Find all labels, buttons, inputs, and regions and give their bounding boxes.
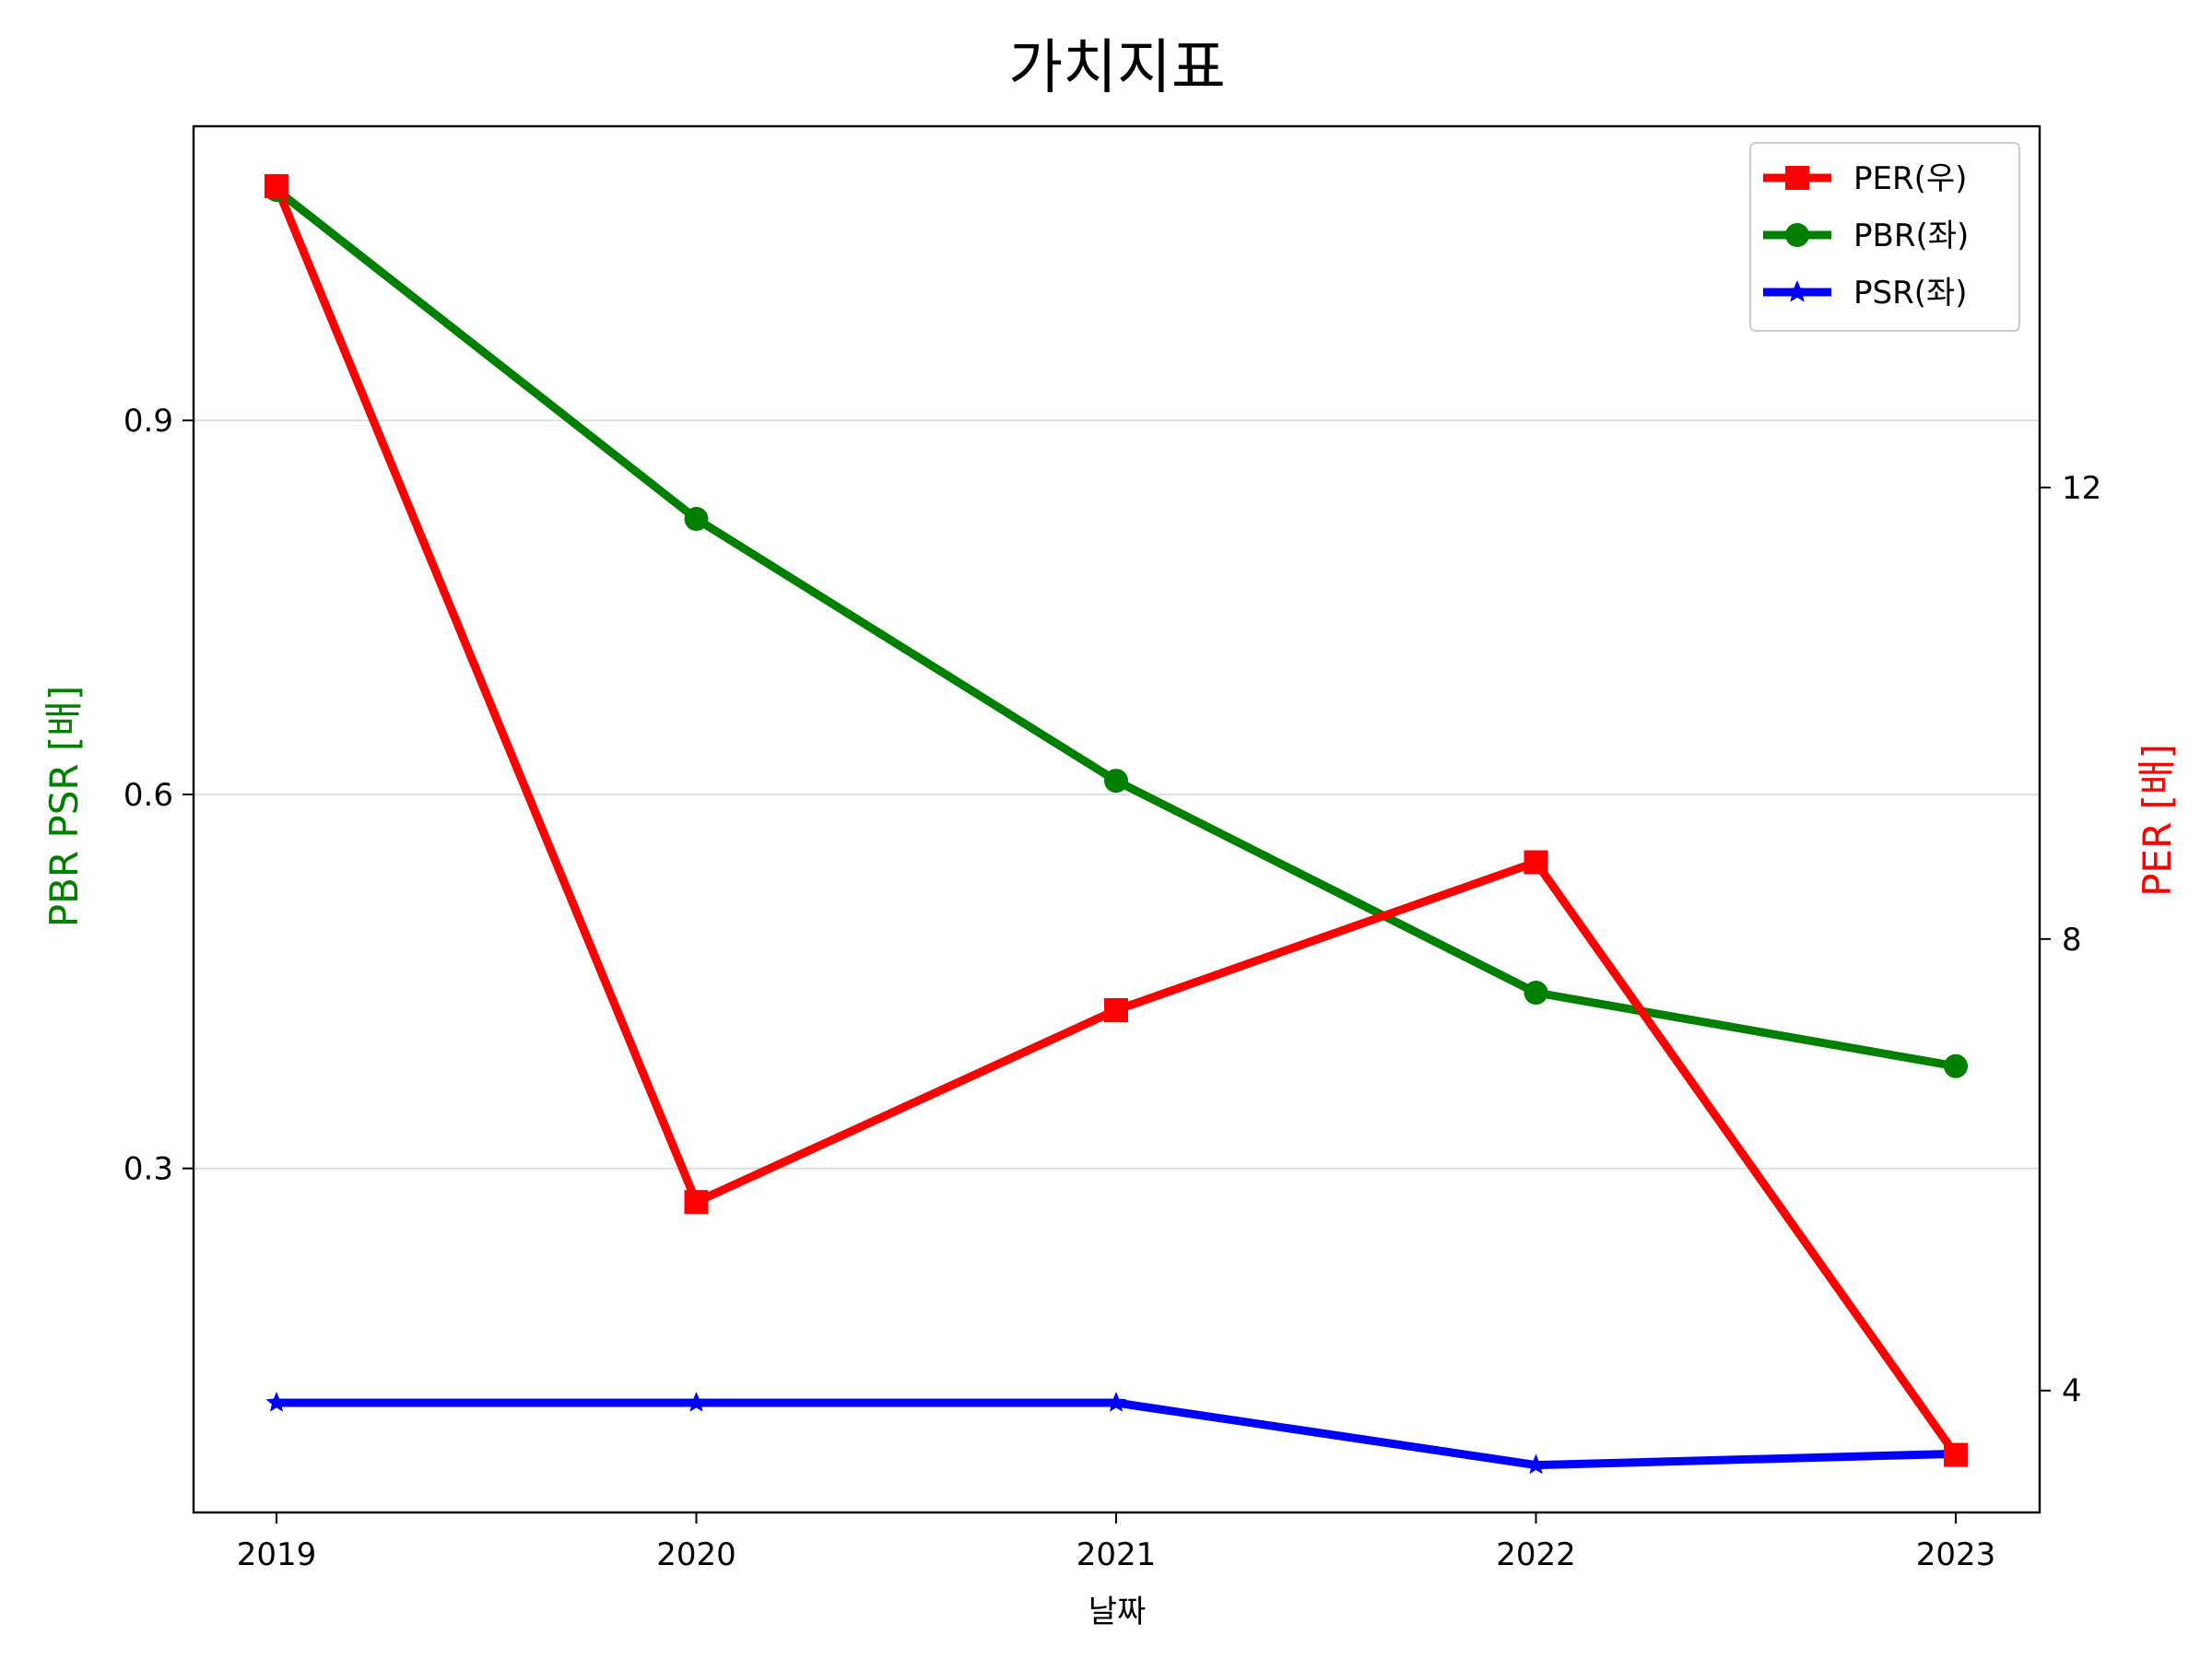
data-point — [265, 173, 288, 198]
x-tick-label: 2022 — [1496, 1536, 1576, 1573]
x-axis: 2019 2020 2021 2022 2023 — [237, 1512, 1996, 1573]
data-point — [1104, 769, 1128, 794]
legend-marker — [1785, 166, 1809, 190]
data-point — [684, 507, 709, 532]
series-line — [272, 185, 1960, 1071]
x-tick-label: 2023 — [1916, 1536, 1996, 1573]
y-right-tick-label: 4 — [2062, 1373, 2082, 1410]
y-right-tick-label: 12 — [2062, 470, 2101, 507]
legend-box — [1749, 142, 2020, 332]
x-tick-label: 2019 — [237, 1536, 317, 1573]
y-left-tick-label: 0.3 — [124, 1151, 173, 1188]
data-point — [1944, 1442, 1968, 1467]
legend-label: PSR(좌) — [1853, 275, 1968, 312]
legend-marker — [1785, 280, 1809, 302]
legend-marker — [1785, 223, 1809, 247]
y-left-tick-label: 0.9 — [124, 403, 173, 440]
legend: PER(우) PBR(좌) PSR(좌) — [1749, 142, 2020, 332]
series-line — [272, 1398, 1960, 1470]
y-axis-left-label: PBR PSR [배] — [41, 686, 87, 928]
x-axis-label: 날짜 — [1088, 1594, 1147, 1630]
series-line — [272, 182, 1960, 1459]
data-point — [686, 1391, 707, 1412]
series-lines — [272, 182, 1960, 1470]
chart-title: 가치지표 — [1008, 34, 1226, 102]
y-axis-left: 0.3 0.6 0.9 — [124, 403, 194, 1188]
data-point — [1944, 1053, 1968, 1078]
data-point — [1524, 981, 1548, 1005]
x-tick-label: 2021 — [1077, 1536, 1157, 1573]
data-point — [1524, 850, 1548, 875]
legend-label: PER(우) — [1853, 160, 1967, 197]
y-axis-right: 4 8 12 — [2040, 470, 2101, 1410]
y-left-tick-label: 0.6 — [124, 777, 173, 814]
data-point — [265, 1391, 288, 1412]
data-point — [1104, 997, 1128, 1022]
data-point — [684, 1190, 709, 1215]
data-point — [1105, 1391, 1127, 1412]
gridlines — [194, 419, 2040, 1170]
plot-frame — [192, 124, 2041, 1514]
y-axis-right-label: PER [배] — [2135, 744, 2180, 897]
x-tick-label: 2020 — [656, 1536, 736, 1573]
y-right-tick-label: 8 — [2062, 922, 2082, 959]
legend-label: PBR(좌) — [1853, 218, 1969, 254]
series-markers — [265, 173, 1968, 1475]
data-point — [1525, 1453, 1547, 1475]
